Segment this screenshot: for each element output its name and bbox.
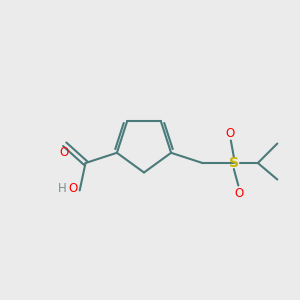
Text: O: O bbox=[68, 182, 78, 195]
Text: H: H bbox=[58, 182, 67, 195]
Text: O: O bbox=[226, 128, 235, 140]
Text: S: S bbox=[229, 156, 239, 170]
Text: O: O bbox=[59, 146, 69, 159]
Text: O: O bbox=[234, 187, 244, 200]
